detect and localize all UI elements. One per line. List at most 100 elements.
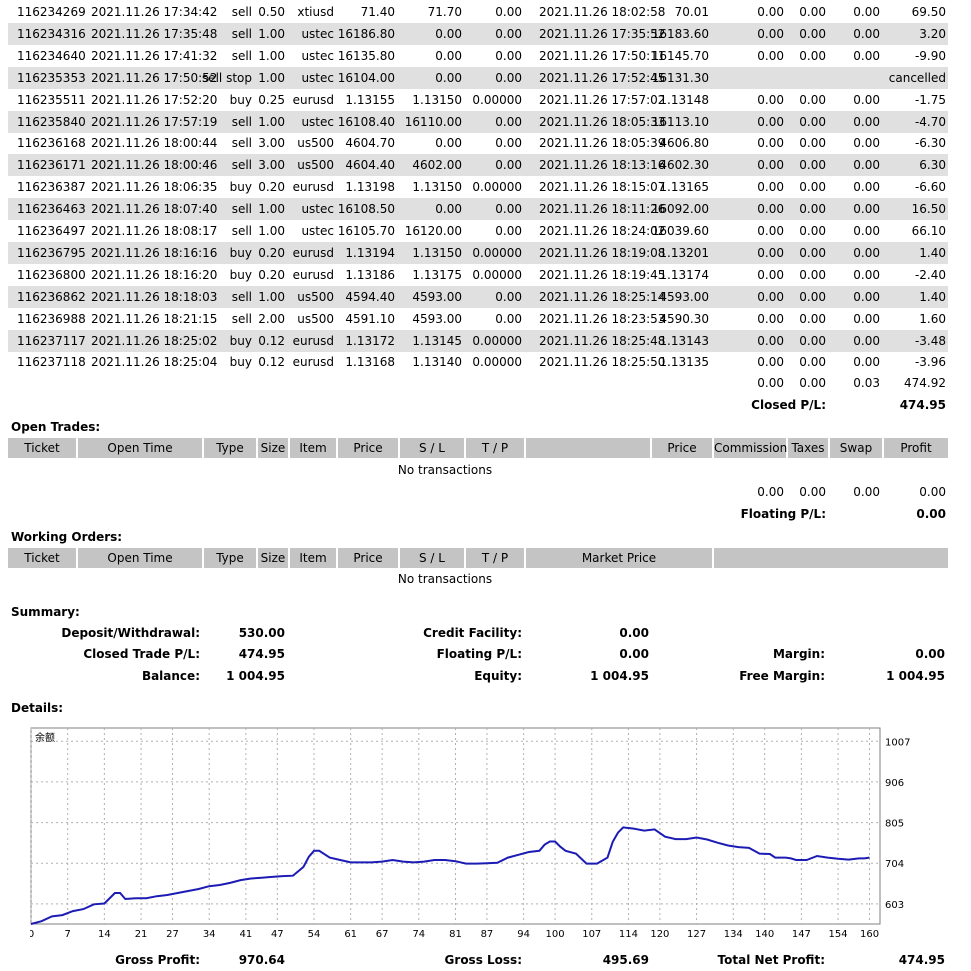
cell-commission: 0.00 — [757, 48, 784, 63]
wo-col-sl: S / L — [400, 548, 464, 568]
cell-close-price: 1.13174 — [659, 267, 709, 282]
cell-taxes: 0.00 — [799, 267, 826, 282]
x-tick-label: 27 — [166, 929, 179, 940]
cell-sl: 4602.00 — [412, 158, 462, 173]
cell-ticket: 116236988 — [17, 311, 86, 326]
cell-profit: -4.70 — [914, 114, 946, 129]
cell-sl: 16120.00 — [404, 224, 462, 238]
col-sl: S / L — [400, 438, 464, 458]
cell-close-time: 2021.11.26 17:50:11 — [539, 48, 666, 63]
x-tick-label: 147 — [792, 929, 811, 940]
cell-swap: 0.00 — [853, 267, 880, 282]
table-row: 116234269 2021.11.26 17:34:42 sell 0.50 xtiu… — [8, 1, 948, 23]
cell-sl: 16110.00 — [404, 114, 462, 129]
cell-commission: 0.00 — [757, 245, 784, 260]
cell-type: sell — [231, 158, 252, 173]
cell-close-price: 4593.00 — [659, 289, 709, 304]
cell-close-price: 16183.60 — [651, 26, 709, 41]
cell-commission: 0.00 — [757, 333, 784, 348]
cell-close-time: 2021.11.26 18:24:02 — [539, 224, 666, 238]
cell-swap: 0.00 — [853, 333, 880, 348]
cell-price: 1.13198 — [345, 180, 395, 195]
cell-ticket: 116236168 — [17, 136, 86, 151]
cell-profit: -1.75 — [914, 92, 946, 107]
cell-swap: 0.00 — [853, 289, 880, 304]
cell-close-price: 70.01 — [674, 5, 709, 19]
cell-tp: 0.00 — [495, 5, 522, 19]
cell-item: eurusd — [292, 333, 334, 348]
cell-commission: 0.00 — [757, 267, 784, 282]
table-row: 116234640 2021.11.26 17:41:32 sell 1.00 uste… — [8, 45, 948, 67]
col-size: Size — [258, 438, 288, 458]
cell-ticket: 116235840 — [17, 114, 86, 129]
cell-type: sell — [231, 26, 252, 41]
x-tick-label: 61 — [344, 929, 357, 940]
cell-swap: 0.00 — [853, 48, 880, 63]
cell-commission: 0.00 — [757, 355, 784, 370]
x-tick-label: 114 — [619, 929, 638, 940]
wo-col-ticket: Ticket — [8, 548, 76, 568]
x-tick-label: 14 — [98, 929, 111, 940]
cell-profit: 1.40 — [919, 245, 946, 260]
cell-open-time: 2021.11.26 17:41:32 — [91, 48, 218, 63]
cell-price: 1.13186 — [345, 267, 395, 282]
x-tick-label: 127 — [687, 929, 706, 940]
cell-swap: 0.00 — [853, 5, 880, 19]
cell-tp: 0.00 — [495, 26, 522, 41]
cell-close-time: 2021.11.26 18:05:33 — [539, 114, 666, 129]
cell-sl: 1.13145 — [412, 333, 462, 348]
closed-pl-label: Closed P/L: — [751, 398, 826, 412]
cell-close-price: 1.13165 — [659, 180, 709, 195]
cell-open-time: 2021.11.26 17:57:19 — [91, 114, 218, 129]
cell-profit: 1.60 — [919, 311, 946, 326]
cell-price: 4604.70 — [345, 136, 395, 151]
closed-totals-row: 0.00 0.00 0.03 474.92 — [8, 372, 948, 394]
cell-commission: 0.00 — [757, 202, 784, 217]
x-tick-label: 154 — [829, 929, 848, 940]
cell-sl: 0.00 — [435, 136, 462, 151]
cell-close-time: 2021.11.26 17:35:52 — [539, 26, 666, 41]
cell-swap: 0.00 — [853, 136, 880, 151]
col-blank — [526, 438, 650, 458]
cell-item: eurusd — [292, 180, 334, 195]
summary-title: Summary: — [11, 605, 80, 619]
cell-close-time: 2021.11.26 17:57:02 — [539, 92, 666, 107]
cell-type: buy — [229, 333, 252, 348]
cell-close-time: 2021.11.26 18:15:07 — [539, 180, 666, 195]
deposit-value: 530.00 — [238, 626, 285, 640]
cell-commission: 0.00 — [757, 136, 784, 151]
cell-price: 1.13168 — [345, 355, 395, 370]
closed-pl-row: Closed P/L: 474.95 — [8, 394, 948, 416]
cell-type: buy — [229, 92, 252, 107]
cell-item: eurusd — [292, 355, 334, 370]
cell-price: 16108.50 — [337, 202, 395, 217]
cell-ticket: 116234269 — [17, 5, 86, 19]
y-tick-label: 906 — [885, 778, 904, 789]
cell-type: buy — [229, 355, 252, 370]
cell-type: sell — [231, 224, 252, 238]
cell-close-time: 2021.11.26 18:02:58 — [539, 5, 666, 19]
chart-grid — [30, 728, 880, 924]
cell-ticket: 116236795 — [17, 245, 86, 260]
cell-commission: 0.00 — [757, 158, 784, 173]
x-tick-label: 107 — [582, 929, 601, 940]
x-tick-label: 7 — [64, 929, 70, 940]
y-tick-label: 805 — [885, 819, 904, 830]
wo-col-size: Size — [258, 548, 288, 568]
margin-label: Margin: — [772, 647, 825, 661]
cell-size: 1.00 — [258, 202, 285, 217]
free-margin-label: Free Margin: — [739, 669, 825, 683]
cell-close-time: 2021.11.26 18:25:48 — [539, 333, 666, 348]
cell-size: 1.00 — [258, 48, 285, 63]
cell-ticket: 116237118 — [17, 355, 86, 370]
cell-taxes: 0.00 — [799, 92, 826, 107]
cell-ticket: 116235511 — [17, 92, 86, 107]
cell-item: eurusd — [292, 92, 334, 107]
y-tick-label: 1007 — [885, 737, 910, 748]
cell-ticket: 116234640 — [17, 48, 86, 63]
table-row: 116236862 2021.11.26 18:18:03 sell 1.00 us50… — [8, 285, 948, 308]
net-profit-label: Total Net Profit: — [717, 953, 825, 967]
cell-tp: 0.00 — [495, 48, 522, 63]
cell-tp: 0.00000 — [472, 355, 522, 370]
cell-close-time: 2021.11.26 18:13:16 — [539, 158, 666, 173]
